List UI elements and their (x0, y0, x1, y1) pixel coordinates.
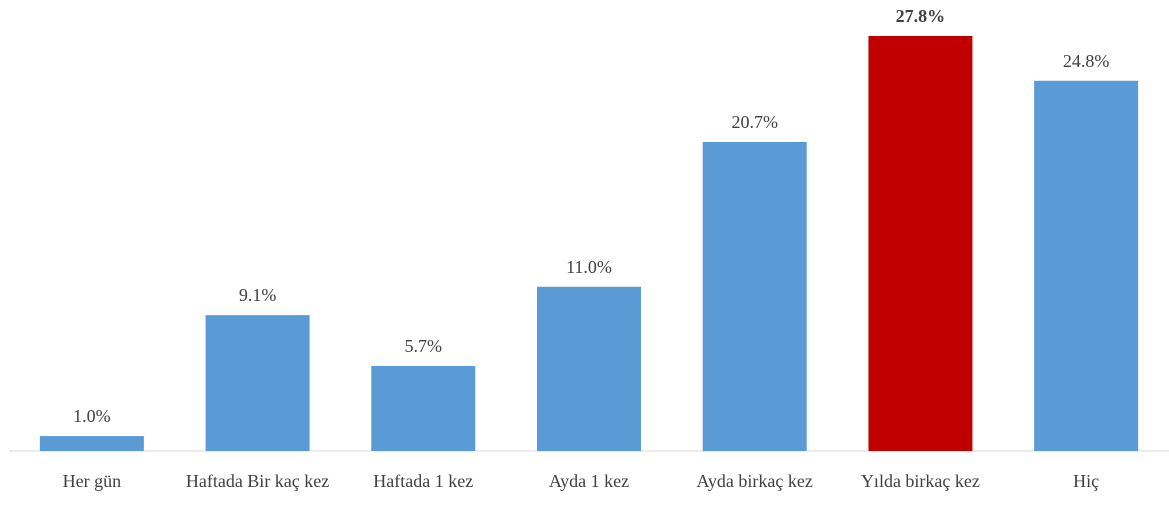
x-tick-label: Yılda birkaç kez (860, 471, 980, 491)
bar (702, 141, 807, 452)
x-tick-label: Her gün (62, 471, 122, 491)
data-label: 1.0% (73, 406, 111, 426)
data-label: 9.1% (239, 285, 277, 305)
x-tick-label: Ayda 1 kez (548, 471, 630, 491)
x-tick-label: Haftada 1 kez (373, 471, 474, 491)
bar (205, 315, 310, 451)
data-label: 5.7% (405, 336, 443, 356)
bar (371, 365, 476, 451)
data-label: 11.0% (566, 257, 612, 277)
bar (39, 436, 144, 451)
x-tick-label: Hiç (1073, 471, 1100, 491)
bar (537, 286, 641, 451)
x-tick-label: Ayda birkaç kez (696, 471, 813, 491)
bar (868, 36, 973, 451)
data-label: 24.8% (1063, 51, 1110, 71)
data-label: 27.8% (896, 6, 946, 26)
x-tick-label: Haftada Bir kaç kez (185, 471, 330, 491)
data-label: 20.7% (731, 112, 778, 132)
bar (1034, 80, 1139, 451)
